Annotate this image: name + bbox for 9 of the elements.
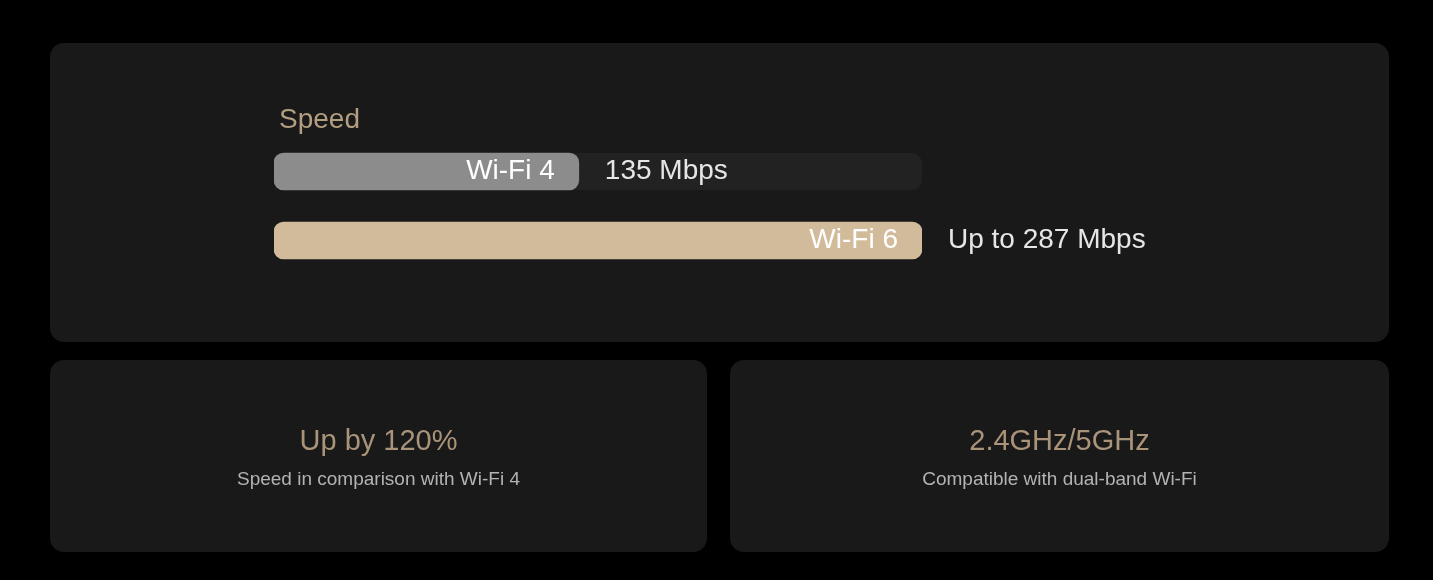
y-tick-label: Wi-Fi 4	[466, 154, 555, 186]
text: 2.4GHz/5GHz	[968, 423, 1151, 458]
chart-title: Speed	[279, 103, 360, 134]
text: Compatible with dual-band Wi-Fi	[921, 467, 1198, 491]
y-tick-label: Wi-Fi 6	[809, 223, 898, 255]
data-label: Up to 287 Mbps	[948, 223, 1146, 255]
text: Speed in comparison with Wi-Fi 4	[236, 467, 521, 491]
data-label: 135 Mbps	[604, 154, 728, 186]
text: Up by 120%	[298, 423, 459, 458]
